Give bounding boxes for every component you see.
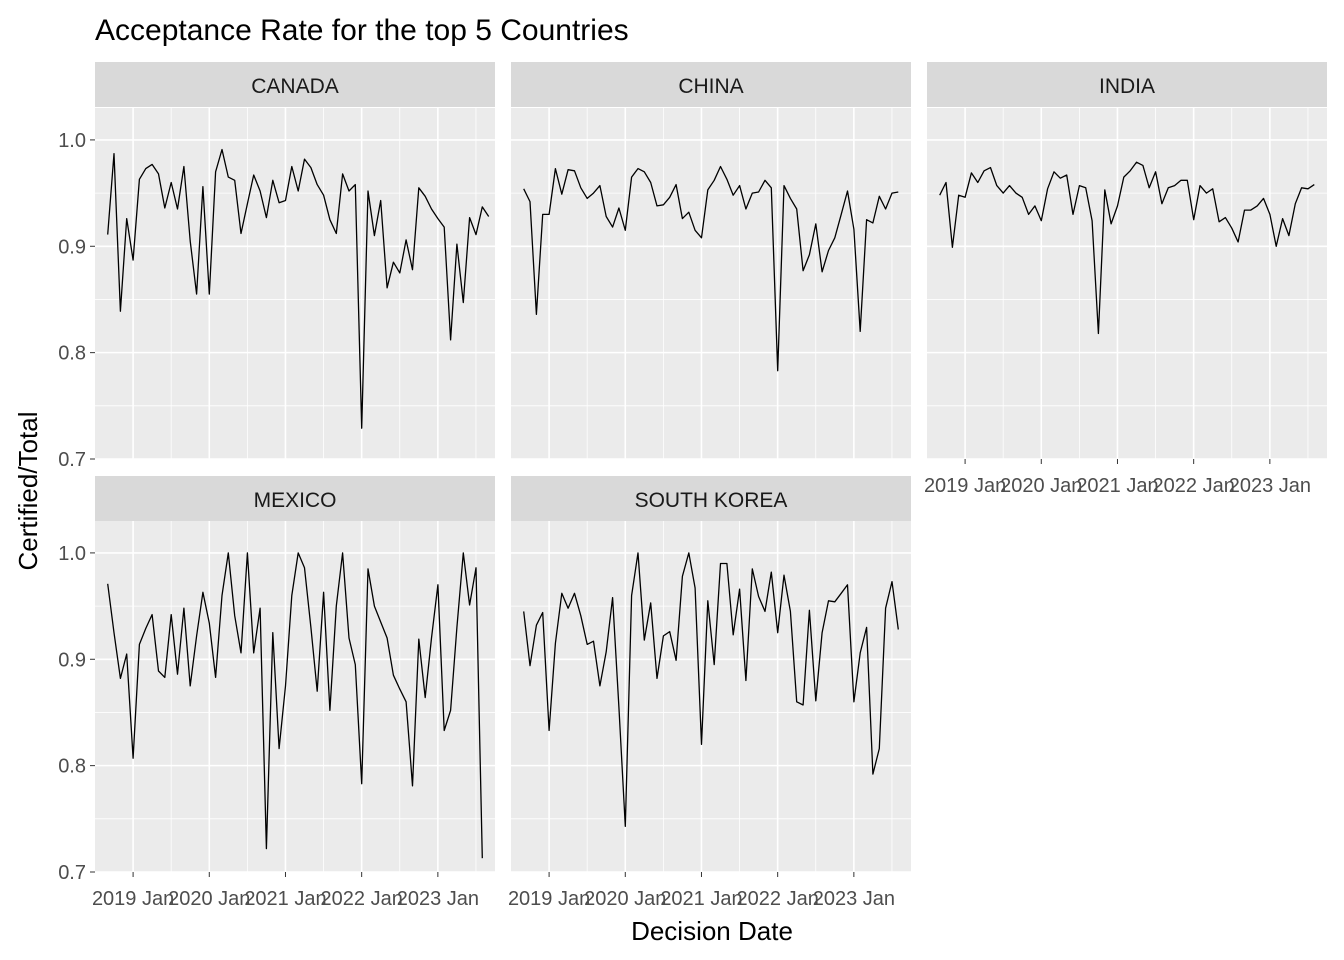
panel-background (511, 521, 911, 872)
x-tick-label: 2023 Jan (813, 888, 895, 910)
y-tick-label: 0.9 (58, 236, 86, 258)
facet-strip-label: MEXICO (254, 489, 337, 512)
panel-background (511, 108, 911, 459)
x-tick-label: 2019 Jan (924, 475, 1006, 497)
facet-strip-label: INDIA (1099, 75, 1155, 98)
x-tick-label: 2023 Jan (1229, 475, 1311, 497)
facet-canada: CANADA 0.7 0.8 0.9 1.0 (58, 62, 495, 471)
x-tick-label: 2022 Jan (321, 888, 403, 910)
x-tick-label: 2020 Jan (1000, 475, 1082, 497)
facet-china: CHINA (511, 62, 911, 460)
x-tick-label: 2022 Jan (1153, 475, 1235, 497)
x-tick-label: 2021 Jan (1076, 475, 1158, 497)
facet-strip (95, 476, 495, 521)
panel-background (927, 108, 1327, 459)
y-tick-label: 0.7 (58, 862, 86, 884)
x-tick-label: 2019 Jan (508, 888, 590, 910)
y-tick-label: 0.9 (58, 649, 86, 671)
series-line-india (939, 161, 1315, 335)
x-tick-label: 2019 Jan (92, 888, 174, 910)
y-tick-label: 1.0 (58, 130, 86, 152)
x-tick-label: 2020 Jan (168, 888, 250, 910)
series-line-canada (107, 148, 490, 429)
series-line-china (523, 165, 899, 372)
facet-strip-label: SOUTH KOREA (635, 489, 788, 512)
x-tick-label: 2023 Jan (397, 888, 479, 910)
y-tick-label: 0.8 (58, 756, 86, 778)
y-axis-title: Certified/Total (13, 412, 43, 571)
chart-title: Acceptance Rate for the top 5 Countries (95, 14, 629, 47)
facet-strip (95, 62, 495, 107)
facet-strip (927, 62, 1327, 107)
facet-strip-label: CANADA (251, 75, 339, 98)
x-tick-label: 2022 Jan (737, 888, 819, 910)
facet-strip-label: CHINA (678, 75, 743, 98)
x-tick-label: 2020 Jan (584, 888, 666, 910)
y-tick-label: 1.0 (58, 543, 86, 565)
x-tick-label: 2021 Jan (660, 888, 742, 910)
series-line-south-korea (523, 552, 899, 827)
panel-background (95, 108, 495, 459)
facet-strip (511, 62, 911, 107)
y-tick-label: 0.7 (58, 449, 86, 471)
y-tick-label: 0.8 (58, 343, 86, 365)
x-axis-title: Decision Date (631, 916, 793, 946)
panel-background (95, 521, 495, 872)
facet-strip (511, 476, 911, 521)
x-tick-label: 2021 Jan (244, 888, 326, 910)
series-line-mexico (107, 552, 483, 859)
